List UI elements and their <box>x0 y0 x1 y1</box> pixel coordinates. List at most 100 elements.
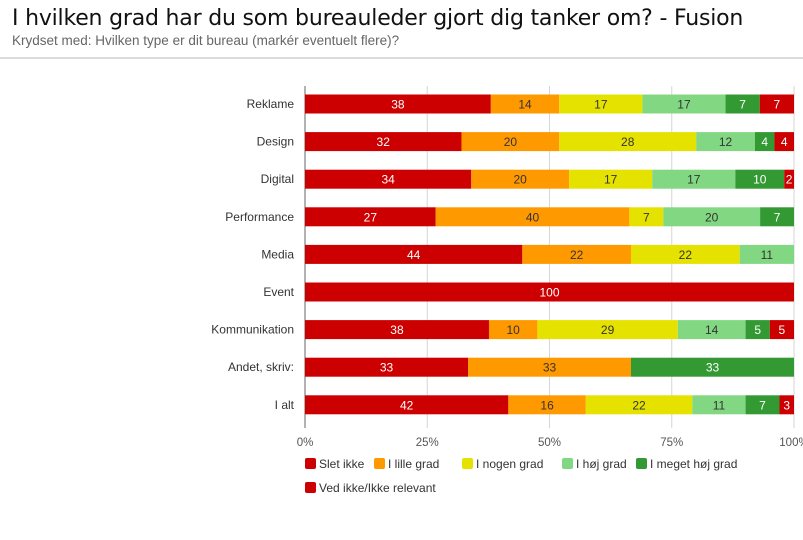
chart-subtitle: Krydset med: Hvilken type er dit bureau … <box>12 33 400 48</box>
bar-segment[interactable] <box>760 207 794 227</box>
bar-segment[interactable] <box>735 169 785 189</box>
data-label: 7 <box>643 210 650 224</box>
bar-segment[interactable] <box>631 244 740 264</box>
data-label: 12 <box>719 135 733 149</box>
data-label: 16 <box>540 398 554 412</box>
bar-segment[interactable] <box>305 282 794 302</box>
bar-segment[interactable] <box>305 357 468 377</box>
data-label: 17 <box>594 98 608 112</box>
bar-segment[interactable] <box>471 169 570 189</box>
category-label: Media <box>261 247 294 261</box>
data-label: 29 <box>601 323 615 337</box>
bar-segment[interactable] <box>305 132 462 152</box>
bar-segment[interactable] <box>559 94 643 114</box>
legend-swatch <box>562 458 573 469</box>
legend-swatch <box>636 458 647 469</box>
bar-segment[interactable] <box>725 94 760 114</box>
category-label: Performance <box>225 210 294 224</box>
data-label: 5 <box>779 323 786 337</box>
data-label: 17 <box>677 98 691 112</box>
data-label: 33 <box>706 361 720 375</box>
bar-segment[interactable] <box>739 244 794 264</box>
bar-segment[interactable] <box>305 244 523 264</box>
bar-segment[interactable] <box>585 395 693 415</box>
data-label: 2 <box>786 173 793 187</box>
bar-segment[interactable] <box>629 207 664 227</box>
bar-segment[interactable] <box>522 244 631 264</box>
bar-segment[interactable] <box>305 395 509 415</box>
data-label: 17 <box>604 173 618 187</box>
bar-segment[interactable] <box>435 207 630 227</box>
bar-segment[interactable] <box>769 320 794 340</box>
data-label: 27 <box>364 210 378 224</box>
legend-label: Slet ikke <box>319 457 365 471</box>
bar-segment[interactable] <box>784 169 794 189</box>
bar-segment[interactable] <box>508 395 586 415</box>
data-label: 38 <box>390 323 404 337</box>
data-label: 7 <box>759 398 766 412</box>
legend-label: I nogen grad <box>476 457 543 471</box>
data-label: 33 <box>380 361 394 375</box>
data-label: 20 <box>705 210 719 224</box>
chart-title: I hvilken grad har du som bureauleder gj… <box>12 6 744 31</box>
bar-segment[interactable] <box>305 169 472 189</box>
category-label: Event <box>263 285 294 299</box>
bar-segment[interactable] <box>490 94 560 114</box>
data-label: 10 <box>507 323 521 337</box>
legend-label: I meget høj grad <box>650 457 737 471</box>
data-label: 7 <box>774 210 781 224</box>
data-label: 10 <box>753 173 767 187</box>
bar-segment[interactable] <box>774 132 794 152</box>
bar-segment[interactable] <box>642 94 726 114</box>
data-label: 14 <box>705 323 719 337</box>
data-label: 7 <box>739 98 746 112</box>
bar-segment[interactable] <box>663 207 761 227</box>
data-label: 11 <box>713 398 726 412</box>
bar-segment[interactable] <box>754 132 775 152</box>
bar-segment[interactable] <box>305 94 491 114</box>
bar-segment[interactable] <box>559 132 697 152</box>
data-label: 3 <box>783 398 790 412</box>
header-divider <box>0 57 803 59</box>
bar-segment[interactable] <box>305 320 489 340</box>
x-tick-label: 25% <box>416 437 439 449</box>
bar-segment[interactable] <box>696 132 755 152</box>
bar-segment[interactable] <box>305 207 436 227</box>
bar-segment[interactable] <box>677 320 746 340</box>
data-label: 20 <box>513 173 527 187</box>
legend-label: I høj grad <box>576 457 627 471</box>
data-label: 44 <box>407 248 421 262</box>
bar-segment[interactable] <box>745 395 780 415</box>
bar-segment[interactable] <box>461 132 560 152</box>
data-label: 4 <box>781 135 788 149</box>
bar-segment[interactable] <box>631 357 794 377</box>
data-label: 20 <box>504 135 518 149</box>
bar-segment[interactable] <box>537 320 678 340</box>
data-label: 7 <box>774 98 781 112</box>
data-label: 32 <box>377 135 391 149</box>
data-label: 28 <box>621 135 635 149</box>
category-label: Design <box>257 135 294 149</box>
x-tick-label: 100% <box>779 437 803 449</box>
legend-swatch <box>305 458 316 469</box>
category-label: Andet, skriv: <box>228 360 294 374</box>
bar-segment[interactable] <box>759 94 794 114</box>
bar-segment[interactable] <box>468 357 631 377</box>
data-label: 34 <box>381 173 395 187</box>
legend-swatch <box>374 458 385 469</box>
x-tick-label: 75% <box>660 437 683 449</box>
data-label: 4 <box>761 135 768 149</box>
category-label: Digital <box>261 172 294 186</box>
data-label: 100 <box>539 286 559 300</box>
bar-segment[interactable] <box>569 169 653 189</box>
legend-swatch <box>462 458 473 469</box>
bar-segment[interactable] <box>652 169 736 189</box>
bar-segment[interactable] <box>745 320 770 340</box>
bar-segment[interactable] <box>692 395 746 415</box>
data-label: 42 <box>400 398 414 412</box>
x-tick-label: 0% <box>297 437 314 449</box>
legend-swatch <box>305 482 316 493</box>
bar-segment[interactable] <box>488 320 538 340</box>
bar-segment[interactable] <box>779 395 794 415</box>
